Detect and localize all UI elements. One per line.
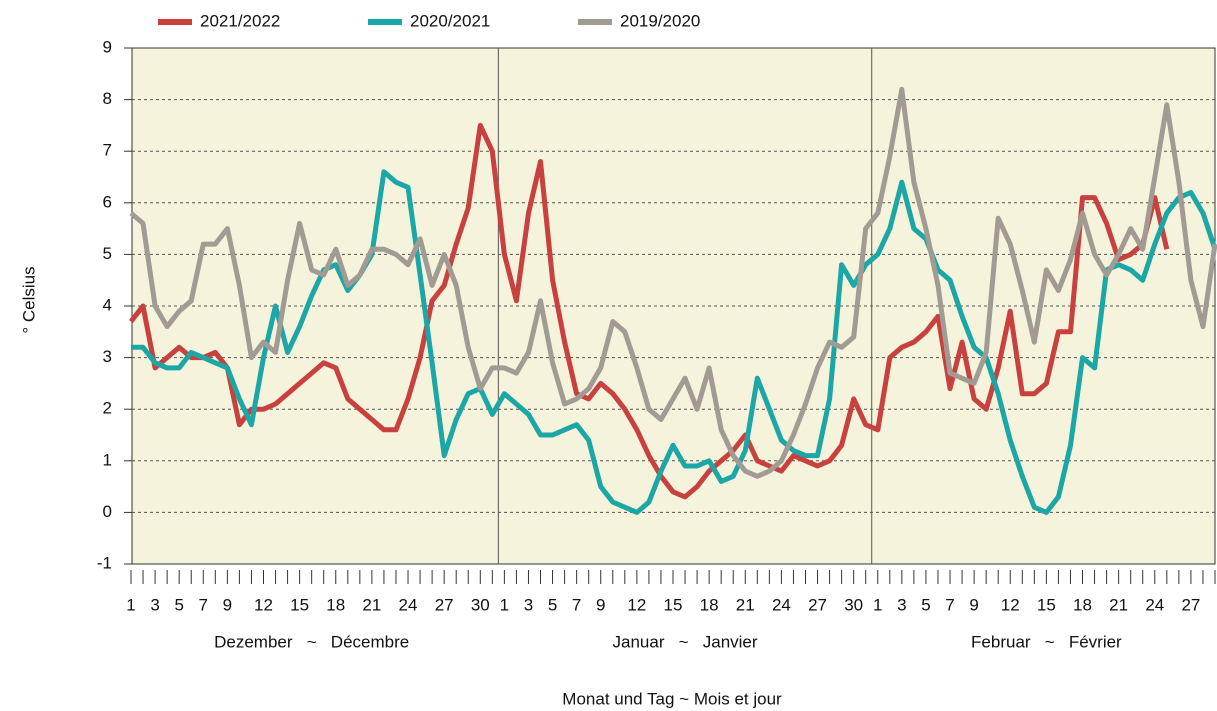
x-axis-label: Monat und Tag ~ Mois et jour bbox=[562, 689, 782, 708]
x-tick-label: 12 bbox=[254, 595, 273, 614]
y-tick-label: 8 bbox=[103, 89, 112, 108]
y-tick-label: 1 bbox=[103, 450, 112, 469]
x-tick-label: 18 bbox=[326, 595, 345, 614]
y-tick-label: 2 bbox=[103, 399, 112, 418]
x-tick-label: 21 bbox=[736, 595, 755, 614]
y-tick-label: 5 bbox=[103, 244, 112, 263]
x-tick-label: 30 bbox=[471, 595, 490, 614]
x-tick-label: 3 bbox=[524, 595, 533, 614]
x-tick-label: 18 bbox=[700, 595, 719, 614]
x-tick-label: 7 bbox=[572, 595, 581, 614]
y-tick-label: 9 bbox=[103, 37, 112, 56]
x-tick-label: 7 bbox=[945, 595, 954, 614]
legend-label: 2020/2021 bbox=[410, 11, 490, 30]
series-line bbox=[129, 86, 1217, 479]
y-tick-label: -1 bbox=[97, 553, 112, 572]
x-tick-label: 3 bbox=[150, 595, 159, 614]
x-tick-label: 3 bbox=[897, 595, 906, 614]
legend-label: 2019/2020 bbox=[620, 11, 700, 30]
x-tick-label: 27 bbox=[808, 595, 827, 614]
x-tick-label: 15 bbox=[1037, 595, 1056, 614]
x-tick-label: 5 bbox=[921, 595, 930, 614]
x-tick-label: 18 bbox=[1073, 595, 1092, 614]
x-tick-label: 5 bbox=[174, 595, 183, 614]
x-tick-label: 21 bbox=[362, 595, 381, 614]
x-tick-label: 15 bbox=[290, 595, 309, 614]
y-tick-label: 6 bbox=[103, 192, 112, 211]
y-tick-label: 3 bbox=[103, 347, 112, 366]
x-tick-label: 9 bbox=[596, 595, 605, 614]
x-tick-label: 1 bbox=[500, 595, 509, 614]
x-tick-label: 5 bbox=[548, 595, 557, 614]
x-tick-label: 24 bbox=[1145, 595, 1164, 614]
x-tick-label: 27 bbox=[1181, 595, 1200, 614]
series-line bbox=[131, 169, 1217, 515]
x-tick-label: 21 bbox=[1109, 595, 1128, 614]
y-axis-label: ° Celsius bbox=[19, 266, 38, 333]
x-tick-label: 30 bbox=[844, 595, 863, 614]
x-tick-label: 1 bbox=[873, 595, 882, 614]
x-tick-label: 9 bbox=[223, 595, 232, 614]
x-tick-label: 1 bbox=[126, 595, 135, 614]
month-label: Februar ~ Février bbox=[971, 632, 1122, 651]
y-tick-label: 7 bbox=[103, 141, 112, 160]
month-label: Januar ~ Janvier bbox=[613, 632, 758, 651]
y-tick-label: 4 bbox=[103, 295, 112, 314]
x-tick-label: 24 bbox=[772, 595, 791, 614]
x-tick-label: 12 bbox=[627, 595, 646, 614]
x-tick-label: 15 bbox=[664, 595, 683, 614]
x-tick-label: 27 bbox=[435, 595, 454, 614]
x-tick-label: 12 bbox=[1001, 595, 1020, 614]
x-tick-label: 9 bbox=[969, 595, 978, 614]
legend-label: 2021/2022 bbox=[200, 11, 280, 30]
y-tick-label: 0 bbox=[103, 502, 112, 521]
month-label: Dezember ~ Décembre bbox=[214, 632, 409, 651]
x-tick-label: 7 bbox=[199, 595, 208, 614]
x-tick-label: 24 bbox=[399, 595, 418, 614]
